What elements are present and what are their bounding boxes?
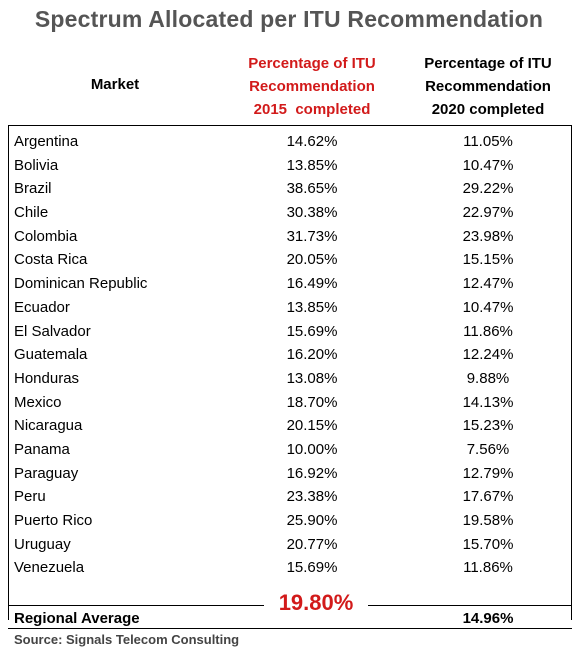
pct-2015-cell: 20.05%	[286, 251, 338, 269]
market-cell: Puerto Rico	[14, 512, 93, 529]
table-row: Nicaragua 20.15% 15.23%	[0, 414, 578, 438]
table-row: Paraguay 16.92% 12.79%	[0, 462, 578, 486]
table-right-border	[571, 125, 572, 620]
pct-2015-cell: 16.20%	[286, 346, 338, 364]
pct-2020-cell: 10.47%	[462, 156, 514, 174]
pct-2015-cell: 15.69%	[286, 559, 338, 577]
pct-2015-cell: 13.08%	[286, 369, 338, 387]
pct-2020-cell: 11.05%	[463, 133, 513, 150]
header-2020-line-2: Recommendation	[425, 78, 551, 95]
market-cell: Brazil	[14, 180, 52, 198]
market-cell: Guatemala	[14, 346, 88, 364]
pct-2020-cell: 11.86%	[463, 322, 513, 340]
pct-2015-cell: 16.49%	[286, 275, 338, 293]
market-cell: Mexico	[14, 393, 62, 411]
market-cell: Nicaragua	[14, 417, 83, 435]
table-row: Costa Rica 20.05% 15.15%	[0, 248, 578, 272]
market-cell: Paraguay	[14, 464, 79, 482]
pct-2020-cell: 19.58%	[462, 512, 514, 529]
pct-2015-cell: 20.77%	[286, 535, 338, 553]
header-2015: Percentage of ITU Recommendation 2015 co…	[232, 52, 392, 121]
market-cell: Dominican Republic	[14, 275, 148, 293]
pct-2020-cell: 9.88%	[466, 369, 510, 387]
market-cell: Uruguay	[14, 535, 71, 553]
market-cell: El Salvador	[14, 322, 91, 340]
table-row: Honduras 13.08% 9.88%	[0, 367, 578, 391]
header-market-line: Market	[90, 76, 140, 93]
pct-2015-cell: 31.73%	[286, 227, 338, 245]
market-cell: Peru	[14, 488, 46, 506]
header-divider	[8, 125, 572, 126]
header-2020-line-1: Percentage of ITU	[424, 55, 552, 72]
table-row: Puerto Rico 25.90% 19.58%	[0, 509, 578, 533]
market-cell: Costa Rica	[14, 251, 88, 269]
header-2015-line-1: Percentage of ITU	[248, 55, 376, 72]
pct-2015-cell: 20.15%	[286, 417, 338, 435]
market-cell: Panama	[14, 440, 70, 458]
table-left-border	[8, 125, 9, 620]
table-row: Argentina 14.62% 11.05%	[0, 130, 578, 154]
pct-2020-cell: 15.70%	[462, 535, 514, 553]
table-bottom-border	[8, 628, 572, 629]
pct-2020-cell: 23.98%	[462, 227, 514, 245]
pct-2015-cell: 30.38%	[286, 204, 338, 222]
pct-2015-cell: 13.85%	[286, 298, 338, 316]
table-row: Panama 10.00% 7.56%	[0, 438, 578, 462]
pct-2020-cell: 12.24%	[462, 346, 514, 364]
pct-2015-cell: 13.85%	[286, 156, 338, 174]
market-cell: Honduras	[14, 369, 80, 387]
table-row: Guatemala 16.20% 12.24%	[0, 343, 578, 367]
table-row: Mexico 18.70% 14.13%	[0, 391, 578, 415]
pct-2020-cell: 15.15%	[462, 251, 514, 269]
pct-2015-cell: 25.90%	[286, 512, 338, 529]
pct-2020-cell: 11.86%	[463, 559, 513, 577]
table-row: Ecuador 13.85% 10.47%	[0, 296, 578, 320]
average-2015-value: 19.80%	[264, 590, 368, 616]
table-row: Chile 30.38% 22.97%	[0, 201, 578, 225]
table-row: Venezuela 15.69% 11.86%	[0, 556, 578, 580]
pct-2015-cell: 14.62%	[286, 133, 338, 150]
table-row: Brazil 38.65% 29.22%	[0, 177, 578, 201]
pct-2020-cell: 29.22%	[462, 180, 514, 198]
table-row: El Salvador 15.69% 11.86%	[0, 320, 578, 344]
header-2015-line-2: Recommendation	[249, 78, 375, 95]
market-cell: Ecuador	[14, 298, 70, 316]
market-cell: Colombia	[14, 227, 78, 245]
table-row: Dominican Republic 16.49% 12.47%	[0, 272, 578, 296]
average-2020-value: 14.96%	[462, 610, 514, 627]
table-row: Peru 23.38% 17.67%	[0, 485, 578, 509]
pct-2020-cell: 14.13%	[462, 393, 514, 411]
table-body: Argentina 14.62% 11.05% Bolivia 13.85% 10.47%…	[0, 130, 578, 580]
pct-2020-cell: 17.67%	[462, 488, 514, 506]
market-cell: Argentina	[14, 133, 79, 150]
pct-2020-cell: 12.79%	[462, 464, 514, 482]
pct-2020-cell: 7.56%	[466, 440, 510, 458]
pct-2015-cell: 10.00%	[286, 440, 338, 458]
header-2020: Percentage of ITU Recommendation 2020 co…	[408, 52, 568, 121]
pct-2015-cell: 15.69%	[286, 322, 338, 340]
pct-2020-cell: 12.47%	[462, 275, 514, 293]
table-row: Bolivia 13.85% 10.47%	[0, 154, 578, 178]
pct-2015-cell: 16.92%	[286, 464, 338, 482]
average-label: Regional Average	[14, 610, 140, 627]
market-cell: Chile	[14, 204, 49, 222]
pct-2015-cell: 23.38%	[286, 488, 338, 506]
header-2015-line-3: 2015 completed	[253, 101, 371, 118]
pct-2015-cell: 38.65%	[286, 180, 338, 198]
pct-2020-cell: 15.23%	[462, 417, 514, 435]
pct-2020-cell: 22.97%	[462, 204, 514, 222]
header-2020-line-3: 2020 completed	[431, 101, 545, 118]
table-title: Spectrum Allocated per ITU Recommendatio…	[34, 6, 544, 32]
pct-2015-cell: 18.70%	[286, 393, 338, 411]
pct-2020-cell: 10.47%	[462, 298, 514, 316]
header-market: Market	[40, 73, 190, 96]
source-note: Source: Signals Telecom Consulting	[14, 632, 240, 647]
table-row: Colombia 31.73% 23.98%	[0, 225, 578, 249]
market-cell: Bolivia	[14, 156, 59, 174]
market-cell: Venezuela	[14, 559, 85, 577]
table-row: Uruguay 20.77% 15.70%	[0, 533, 578, 557]
